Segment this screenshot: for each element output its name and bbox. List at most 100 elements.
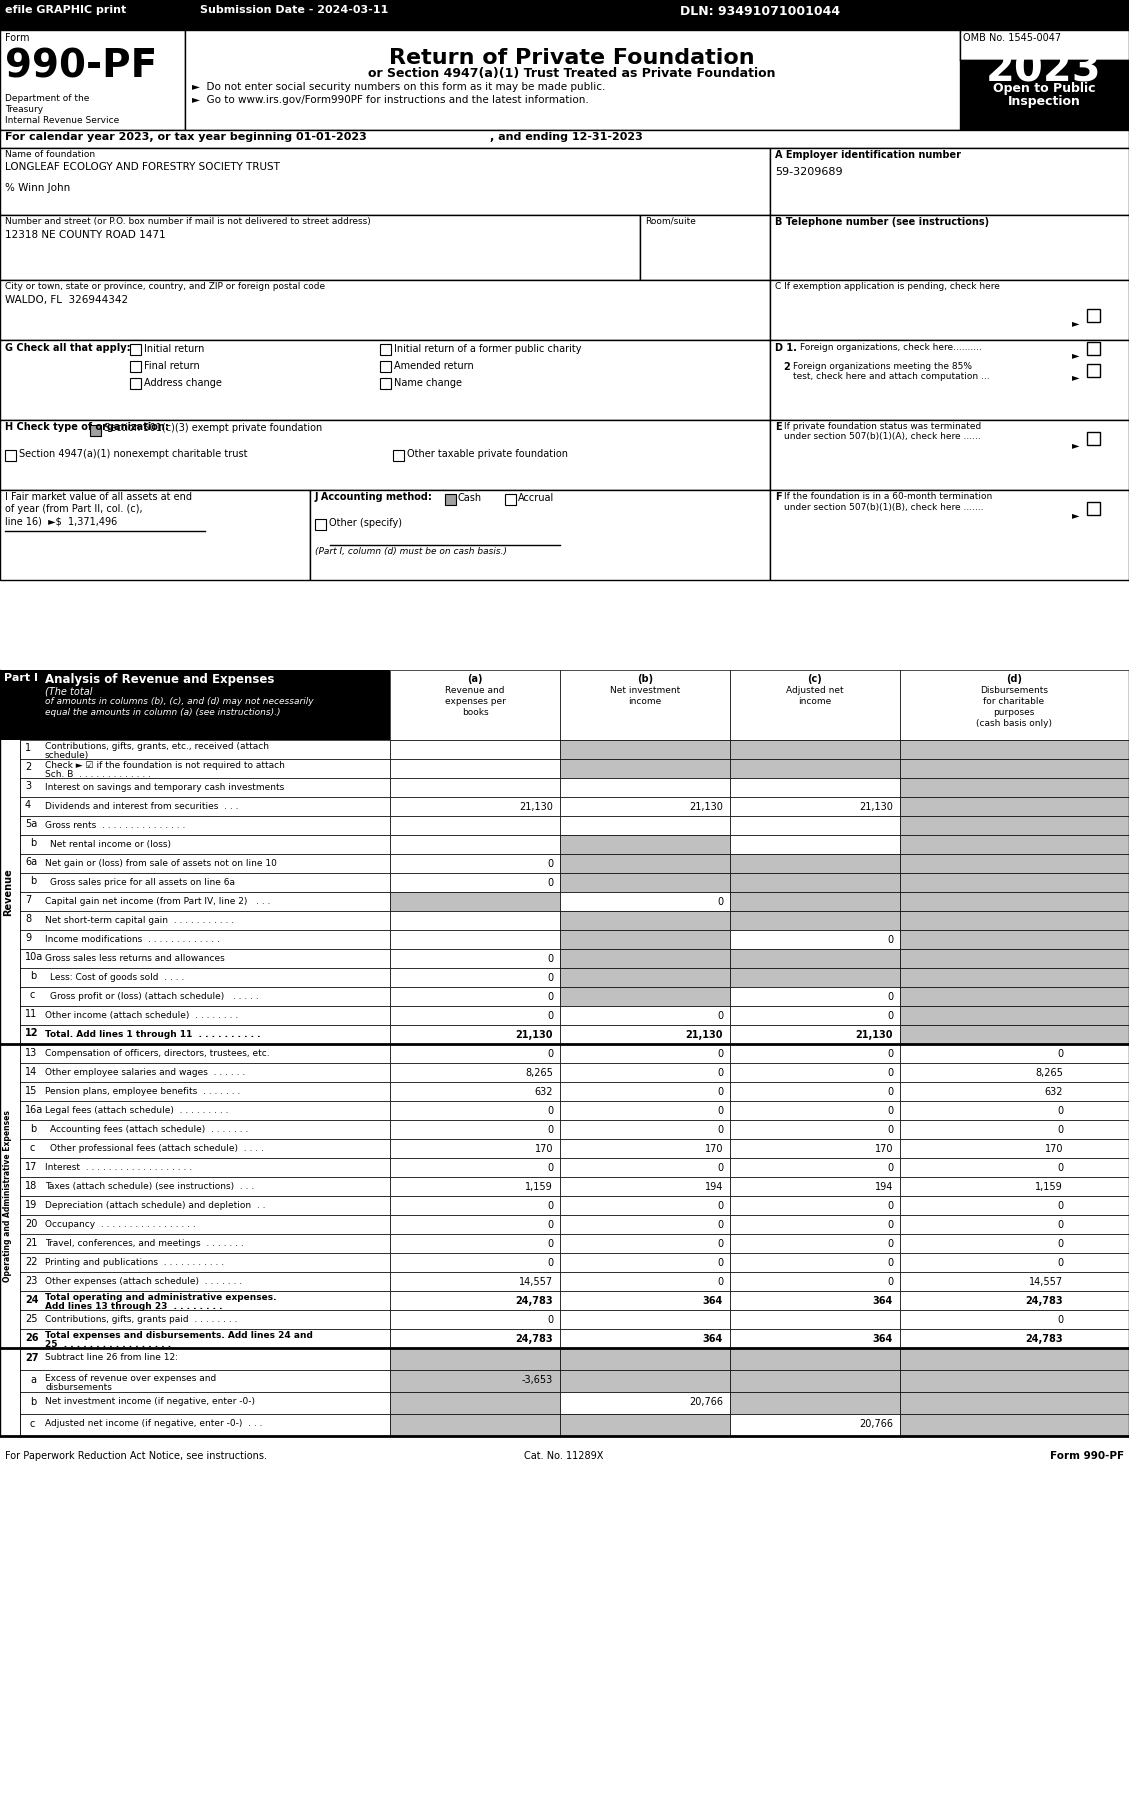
Bar	[393, 450, 404, 460]
Text: 0: 0	[546, 1048, 553, 1059]
Bar	[560, 1329, 730, 1348]
Bar	[730, 1392, 900, 1413]
Text: b: b	[30, 876, 36, 886]
Bar	[20, 816, 390, 834]
Bar	[390, 1392, 560, 1413]
Bar	[730, 987, 900, 1007]
Text: 0: 0	[717, 1201, 723, 1212]
Text: 23: 23	[25, 1277, 37, 1286]
Text: Printing and publications  . . . . . . . . . . .: Printing and publications . . . . . . . …	[45, 1259, 225, 1268]
Bar	[560, 854, 730, 874]
Bar	[640, 216, 770, 280]
Bar	[0, 129, 1129, 147]
Text: Name change: Name change	[394, 378, 462, 388]
Text: ✓: ✓	[446, 505, 454, 514]
Bar	[770, 216, 1129, 280]
Bar	[560, 759, 730, 779]
Text: 0: 0	[546, 1126, 553, 1135]
Text: E: E	[774, 423, 781, 432]
Text: 0: 0	[546, 1221, 553, 1230]
Bar	[0, 421, 770, 491]
Bar	[390, 1178, 560, 1196]
Bar	[900, 1370, 1129, 1392]
Text: Amended return: Amended return	[394, 361, 474, 370]
Bar	[5, 450, 16, 460]
Text: Dividends and interest from securities  . . .: Dividends and interest from securities .…	[45, 802, 238, 811]
Text: Net rental income or (loss): Net rental income or (loss)	[50, 840, 170, 849]
Text: Number and street (or P.O. box number if mail is not delivered to street address: Number and street (or P.O. box number if…	[5, 218, 370, 227]
Text: 20: 20	[25, 1219, 37, 1230]
Text: Subtract line 26 from line 12:: Subtract line 26 from line 12:	[45, 1354, 178, 1363]
Bar	[730, 1348, 900, 1370]
Bar	[390, 874, 560, 892]
Bar	[390, 816, 560, 834]
Text: Section 501(c)(3) exempt private foundation: Section 501(c)(3) exempt private foundat…	[104, 423, 322, 433]
Bar	[20, 1178, 390, 1196]
Bar	[390, 1158, 560, 1178]
Bar	[960, 59, 1129, 129]
Bar	[390, 1370, 560, 1392]
Text: Gross rents  . . . . . . . . . . . . . . .: Gross rents . . . . . . . . . . . . . . …	[45, 822, 185, 831]
Bar	[900, 1138, 1129, 1158]
Text: 20,766: 20,766	[689, 1397, 723, 1408]
Text: (cash basis only): (cash basis only)	[975, 719, 1052, 728]
Bar	[730, 854, 900, 874]
Text: 15: 15	[25, 1086, 37, 1097]
Text: 12318 NE COUNTY ROAD 1471: 12318 NE COUNTY ROAD 1471	[5, 230, 166, 239]
Text: Net investment income (if negative, enter -0-): Net investment income (if negative, ente…	[45, 1397, 255, 1406]
Text: Section 4947(a)(1) nonexempt charitable trust: Section 4947(a)(1) nonexempt charitable …	[19, 450, 247, 458]
Bar	[90, 424, 100, 435]
Bar	[560, 1215, 730, 1233]
Text: 0: 0	[887, 1163, 893, 1172]
Bar	[560, 834, 730, 854]
Text: 170: 170	[704, 1144, 723, 1154]
Text: 7: 7	[25, 895, 32, 904]
Bar	[20, 1370, 390, 1392]
Bar	[20, 741, 390, 759]
Bar	[20, 1025, 390, 1045]
Text: a: a	[30, 1375, 36, 1384]
Bar	[730, 1311, 900, 1329]
Bar	[390, 1311, 560, 1329]
Bar	[390, 741, 560, 759]
Bar	[900, 1100, 1129, 1120]
Bar	[0, 491, 310, 581]
Text: 170: 170	[875, 1144, 893, 1154]
Text: Address change: Address change	[145, 378, 222, 388]
Text: 0: 0	[717, 1048, 723, 1059]
Bar	[560, 874, 730, 892]
Bar	[900, 874, 1129, 892]
Bar	[560, 967, 730, 987]
Bar	[730, 1253, 900, 1271]
Text: 364: 364	[702, 1334, 723, 1343]
Bar	[730, 967, 900, 987]
Text: For calendar year 2023, or tax year beginning 01-01-2023: For calendar year 2023, or tax year begi…	[5, 131, 367, 142]
Bar	[560, 1178, 730, 1196]
Bar	[390, 1138, 560, 1158]
Text: books: books	[462, 708, 489, 717]
Text: 19: 19	[25, 1199, 37, 1210]
Bar	[900, 912, 1129, 930]
Bar	[390, 967, 560, 987]
Bar	[1087, 432, 1100, 444]
Bar	[390, 854, 560, 874]
Bar	[900, 1413, 1129, 1437]
Bar	[900, 1233, 1129, 1253]
Text: DLN: 93491071001044: DLN: 93491071001044	[680, 5, 840, 18]
Text: 9: 9	[25, 933, 32, 942]
Text: Other taxable private foundation: Other taxable private foundation	[406, 450, 568, 458]
Text: Form 990-PF: Form 990-PF	[1050, 1451, 1124, 1462]
Bar	[730, 1329, 900, 1348]
Text: 0: 0	[546, 955, 553, 964]
Bar	[560, 1045, 730, 1063]
Text: Compensation of officers, directors, trustees, etc.: Compensation of officers, directors, tru…	[45, 1048, 270, 1057]
Bar	[770, 280, 1129, 340]
Text: 0: 0	[1057, 1239, 1064, 1250]
Text: Other (specify): Other (specify)	[329, 518, 402, 529]
Bar	[730, 816, 900, 834]
Text: 0: 0	[1057, 1221, 1064, 1230]
Text: J Accounting method:: J Accounting method:	[315, 493, 432, 502]
Text: 25  . . . . . . . . . . . . . . . . .: 25 . . . . . . . . . . . . . . . . .	[45, 1340, 172, 1348]
Text: line 16)  ►$  1,371,496: line 16) ►$ 1,371,496	[5, 516, 117, 527]
Text: b: b	[30, 971, 36, 982]
